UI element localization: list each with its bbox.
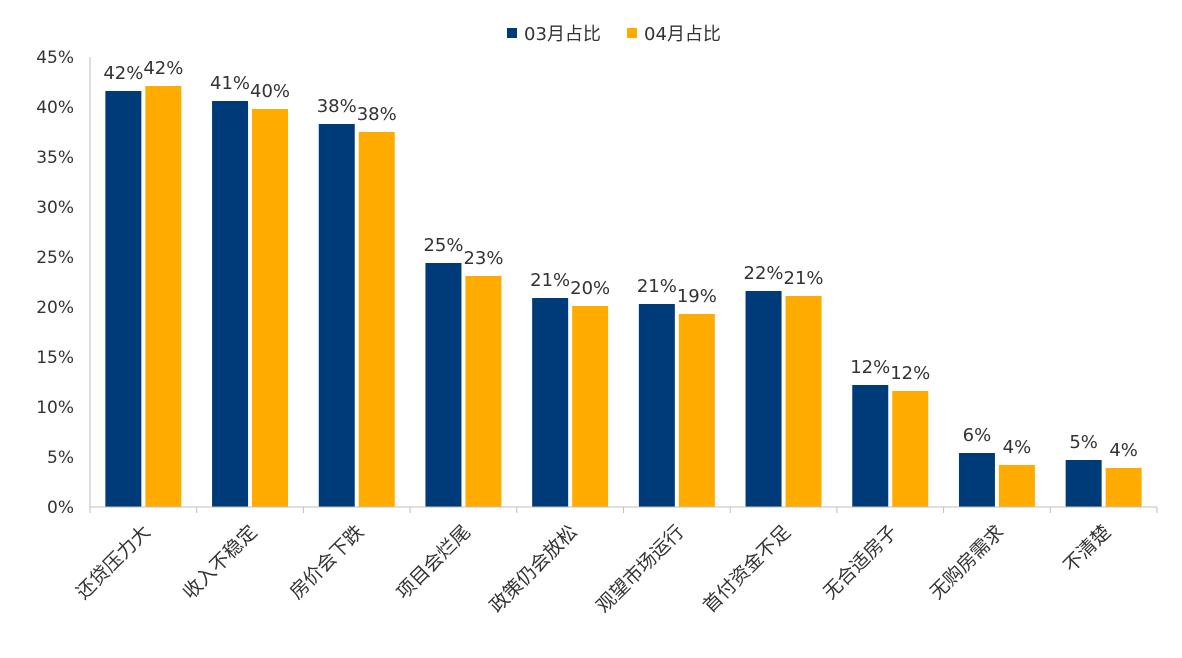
bar-value-label: 40%: [250, 81, 290, 102]
bar-value-label: 21%: [530, 270, 570, 291]
bar: [358, 132, 395, 507]
x-tick-label: 房价会下跌: [286, 521, 369, 604]
bar: [638, 304, 675, 507]
bar-value-label: 22%: [744, 263, 784, 284]
bar: [572, 306, 609, 507]
bar-value-label: 23%: [463, 248, 503, 269]
y-tick-label: 35%: [36, 148, 74, 168]
x-tick-label: 不清楚: [1059, 521, 1115, 577]
bar: [425, 263, 462, 507]
bar-value-label: 42%: [103, 63, 143, 84]
x-axis: 还贷压力大 收入不稳定 房价会下跌 项目会烂尾 政策仍会放松 观望市场运行 首付资金不足 无合…: [72, 506, 1158, 617]
bar-value-label: 41%: [210, 73, 250, 94]
y-tick-label: 10%: [36, 398, 74, 418]
x-tick-label: 无购房需求: [926, 521, 1009, 604]
y-tick-label: 25%: [36, 248, 74, 268]
bar-value-label: 42%: [143, 58, 183, 79]
legend-swatch: [627, 28, 637, 38]
bar: [532, 298, 569, 507]
bar-value-label: 21%: [637, 276, 677, 297]
x-tick-label: 无合适房子: [819, 521, 902, 604]
x-tick-label: 首付资金不足: [699, 521, 795, 617]
bar-value-label: 6%: [963, 425, 992, 446]
x-tick-label: 还贷压力大: [72, 521, 155, 604]
bar-value-label: 4%: [1109, 440, 1138, 461]
bar: [678, 314, 715, 507]
bar-value-label: 12%: [850, 357, 890, 378]
bar-value-label: 38%: [317, 96, 357, 117]
bar: [465, 276, 502, 507]
legend: 03月占比 04月占比: [507, 24, 721, 45]
y-tick-label: 0%: [47, 498, 74, 518]
bar: [212, 101, 249, 507]
legend-label: 03月占比: [524, 24, 601, 45]
bar: [318, 124, 355, 507]
y-tick-label: 40%: [36, 98, 74, 118]
x-tick-label: 收入不稳定: [179, 521, 262, 604]
bar: [998, 465, 1035, 507]
bar-value-label: 38%: [357, 104, 397, 125]
x-tick-label: 项目会烂尾: [392, 521, 475, 604]
bar: [785, 296, 822, 507]
y-axis: 0% 5% 10% 15% 20% 25% 30% 35% 40% 45%: [36, 48, 91, 518]
bar-value-label: 12%: [890, 363, 930, 384]
bar: [145, 86, 182, 507]
bar-value-label: 21%: [784, 268, 824, 289]
y-tick-label: 5%: [47, 448, 74, 468]
y-tick-label: 30%: [36, 198, 74, 218]
bar: [1065, 460, 1102, 507]
bar: [745, 291, 782, 507]
bars: 42% 41%38%25%21% 21%22%12%6% 5%42%40%38%23%…: [103, 58, 1142, 507]
y-tick-label: 15%: [36, 348, 74, 368]
bar: [1105, 468, 1142, 507]
bar: [252, 109, 289, 507]
bar-value-label: 5%: [1069, 432, 1098, 453]
bar: [105, 91, 142, 507]
x-tick-label: 观望市场运行: [592, 521, 688, 617]
bar-value-label: 20%: [570, 278, 610, 299]
bar-value-label: 25%: [423, 235, 463, 256]
legend-label: 04月占比: [644, 24, 721, 45]
x-tick-label: 政策仍会放松: [486, 521, 582, 617]
bar: [958, 453, 995, 507]
bar: [852, 385, 889, 507]
bar-value-label: 4%: [1003, 437, 1032, 458]
y-tick-label: 20%: [36, 298, 74, 318]
bar: [892, 391, 929, 507]
y-tick-label: 45%: [36, 48, 74, 68]
bar-value-label: 19%: [677, 286, 717, 307]
legend-swatch: [507, 28, 517, 38]
